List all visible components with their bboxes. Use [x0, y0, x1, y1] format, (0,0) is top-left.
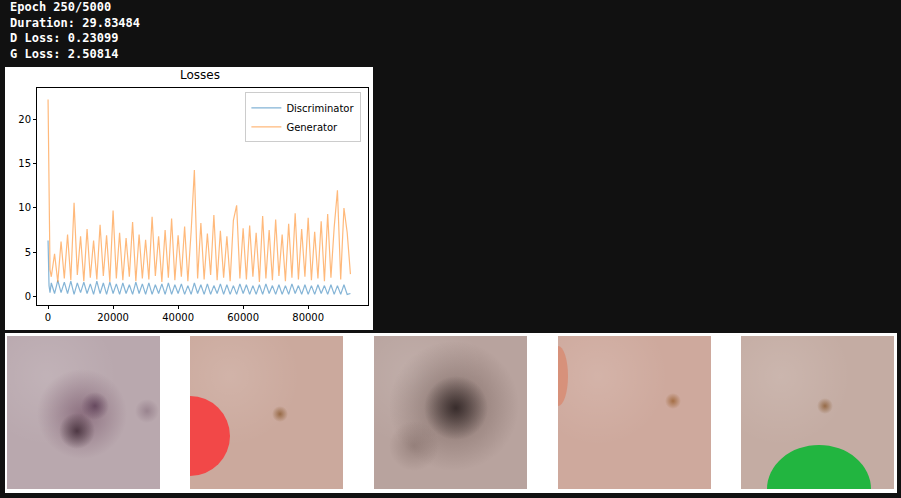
svg-text:0: 0 [25, 291, 31, 302]
svg-text:10: 10 [18, 202, 31, 213]
svg-text:Generator: Generator [286, 122, 338, 133]
html-text:G Loss: 2.50814: G Loss: 2.50814 [10, 46, 119, 61]
svg-text:40000: 40000 [162, 312, 194, 323]
html-text:Duration: 29.83484: Duration: 29.83484 [10, 15, 140, 30]
html-text:Epoch 250/5000: Epoch 250/5000 [10, 0, 112, 14]
svg-text:20000: 20000 [97, 312, 129, 323]
svg-text:15: 15 [18, 158, 31, 169]
svg-text:80000: 80000 [292, 312, 324, 323]
svg-text:60000: 60000 [227, 312, 259, 323]
html-text:D Loss: 0.23099: D Loss: 0.23099 [10, 31, 119, 45]
svg-text:Losses: Losses [180, 68, 220, 82]
svg-text:20: 20 [18, 114, 31, 125]
svg-text:5: 5 [25, 247, 31, 258]
svg-text:Discriminator: Discriminator [286, 103, 354, 114]
svg-text:0: 0 [45, 312, 51, 323]
